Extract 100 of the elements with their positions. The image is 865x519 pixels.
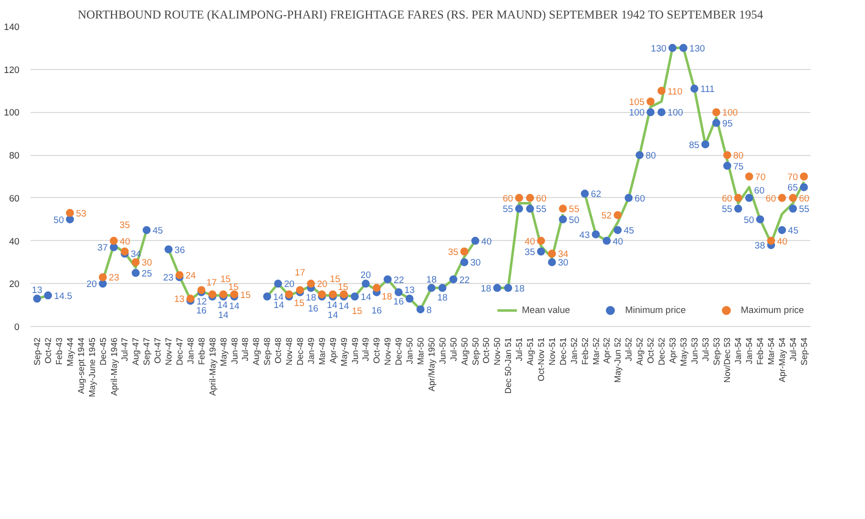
point <box>132 258 140 266</box>
data-label: 30 <box>470 258 481 268</box>
data-label: 60 <box>798 193 810 204</box>
y-tick-label: 120 <box>4 64 20 75</box>
data-label: 62 <box>590 189 602 200</box>
data-label: 100 <box>668 108 684 118</box>
x-tick-label: Apr-49 <box>328 337 338 364</box>
data-label: 30 <box>558 258 568 268</box>
point <box>800 172 808 180</box>
data-label: 20 <box>86 279 97 290</box>
data-label: 70 <box>788 172 798 182</box>
point <box>548 250 556 258</box>
data-label: 53 <box>76 208 86 218</box>
data-label: 65 <box>788 182 798 193</box>
x-tick-label: Mar-52 <box>590 337 601 365</box>
point <box>208 290 216 298</box>
x-tick-label: May-49 <box>338 337 349 366</box>
point <box>646 98 655 106</box>
data-label: 14 <box>360 292 372 302</box>
x-tick-label: Jul-49 <box>360 337 371 362</box>
data-label: 23 <box>163 272 174 283</box>
data-label: 13 <box>174 294 184 304</box>
data-label: 15 <box>220 274 231 284</box>
data-label: 35 <box>448 247 458 257</box>
x-tick-label: Dec-45 <box>98 337 108 366</box>
data-label: 50 <box>744 214 754 225</box>
x-tick-label: Dec-48 <box>294 337 305 366</box>
data-label: 50 <box>54 214 64 225</box>
x-tick-label: Oct-Nov 51 <box>536 337 546 382</box>
x-tick-label: Jun-48 <box>229 337 240 364</box>
x-tick-label: Dec 50-Jan 51 <box>503 337 514 394</box>
data-label: 30 <box>142 258 152 268</box>
x-tick-label: Jan-54 <box>733 337 744 364</box>
x-tick-label: Mar-49 <box>316 337 327 365</box>
x-tick-label: Oct-47 <box>152 337 163 364</box>
point <box>526 194 534 202</box>
x-tick-label: Jul-47 <box>120 337 130 362</box>
point <box>328 290 337 298</box>
data-label: 55 <box>502 204 514 214</box>
data-label: 35 <box>524 247 536 257</box>
point <box>318 290 326 298</box>
data-label: 40 <box>120 236 130 246</box>
point <box>285 290 294 298</box>
point <box>712 108 720 116</box>
y-tick-label: 60 <box>9 193 20 204</box>
data-label: 50 <box>568 214 580 225</box>
point <box>219 290 228 298</box>
x-tick-label: Aug-48 <box>251 337 262 366</box>
x-tick-label: Jun-49 <box>350 337 360 364</box>
x-tick-label: Feb-48 <box>196 337 206 365</box>
data-label: 14 <box>229 301 240 311</box>
x-tick-label: Nov-51 <box>546 337 557 366</box>
data-label: 70 <box>755 172 766 182</box>
data-label: 17 <box>206 278 217 288</box>
x-tick-label: Nov/Dec 53 <box>722 337 732 383</box>
data-label: 60 <box>536 193 546 204</box>
x-tick-label: Jul-54 <box>788 337 798 362</box>
data-label: 45 <box>788 226 798 236</box>
data-label: 35 <box>120 220 130 230</box>
x-tick-label: Apr-52 <box>602 337 612 364</box>
x-tick-label: Nov-48 <box>284 337 294 366</box>
data-label: 36 <box>174 244 185 255</box>
point <box>614 211 622 220</box>
x-tick-label: Sep-48 <box>262 337 272 366</box>
data-label: 111 <box>700 84 715 94</box>
point <box>230 290 238 298</box>
data-label: 18 <box>306 292 316 302</box>
x-tick-label: Jul-51 <box>514 337 524 362</box>
data-label: 22 <box>459 274 470 285</box>
data-label: 17 <box>294 268 306 278</box>
data-label: 14 <box>326 300 338 310</box>
x-tick-label: Mar-54 <box>766 337 776 365</box>
data-label: 130 <box>689 43 705 54</box>
x-tick-label: Oct-42 <box>43 337 54 364</box>
x-tick-label: Jan-49 <box>306 337 316 364</box>
data-label: 100 <box>722 108 738 118</box>
data-label: 40 <box>524 236 536 246</box>
data-label: 13 <box>32 285 42 296</box>
point <box>658 86 666 95</box>
data-label: 15 <box>240 290 251 300</box>
data-label: 12 <box>196 296 207 306</box>
point <box>537 236 546 245</box>
legend-label: Maximum price <box>740 305 804 315</box>
data-label: 40 <box>777 236 788 246</box>
x-tick-label: Sep-42 <box>32 337 42 366</box>
data-label: 14 <box>273 292 284 302</box>
x-tick-label: Jan-54 <box>744 337 754 364</box>
point <box>788 194 797 202</box>
data-label: 110 <box>668 86 682 96</box>
data-label: 15 <box>228 282 239 292</box>
data-label: 60 <box>754 185 765 196</box>
point <box>340 290 348 298</box>
chart-title: NORTHBOUND ROUTE (KALIMPONG-PHARI) FREIGHTAGE FARES (RS. PER MAUND) SEPTEMBER 1942 TO SEPTEMBER 1954 <box>78 8 764 22</box>
data-label: 18 <box>437 292 448 302</box>
x-tick-label: Jul-52 <box>624 337 634 362</box>
data-label: 45 <box>624 226 634 236</box>
x-tick-label: Feb-52 <box>580 337 590 365</box>
x-tick-label: Apr-May 54 <box>777 337 788 382</box>
y-tick-label: 20 <box>9 279 20 290</box>
point <box>120 248 129 256</box>
